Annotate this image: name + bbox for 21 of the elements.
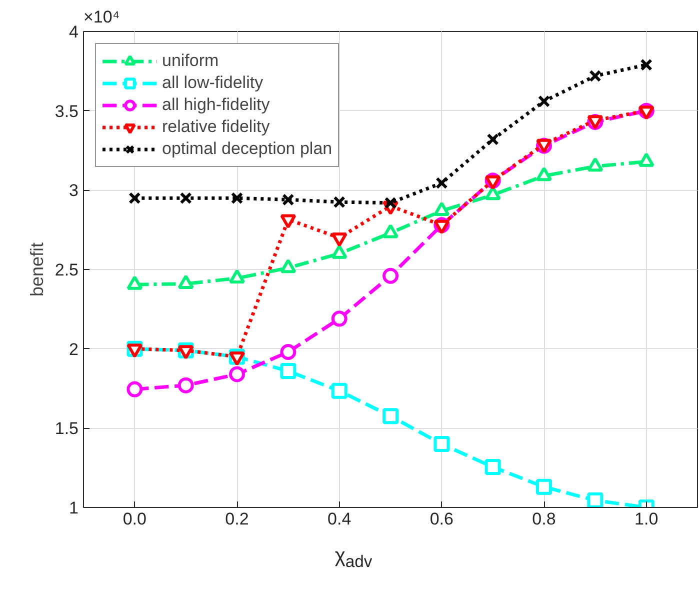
text: ×10⁴ <box>84 8 120 26</box>
x-tick-label: 0.6 <box>430 510 454 528</box>
y-tick-label: 4 <box>69 22 79 42</box>
legend-label: optimal deception plan <box>162 138 332 160</box>
x-tick-label: 0.0 <box>122 510 146 528</box>
y-tick-label: 3.5 <box>54 102 79 121</box>
x-tick-label: 0.4 <box>328 510 352 528</box>
y-tick-label: 2 <box>69 340 79 359</box>
y-tick-label: 3 <box>69 181 79 200</box>
legend-label: all low-fidelity <box>162 72 264 94</box>
y-tick-label: 2.5 <box>54 260 79 280</box>
x-tick-label: 0.2 <box>225 510 249 528</box>
x-axis-title: χ$_{adv}$ <box>334 544 372 573</box>
y-axis-title: benefit <box>26 242 47 297</box>
y-tick-label: 1.5 <box>54 419 79 438</box>
x-tick-label: 0.8 <box>532 510 556 528</box>
y-tick-label: 1 <box>69 498 79 518</box>
legend-label: uniform <box>162 50 219 72</box>
legend-label: relative fidelity <box>162 116 270 138</box>
x-tick-label: 1.0 <box>634 510 658 528</box>
legend-label: all high-fidelity <box>162 94 270 116</box>
